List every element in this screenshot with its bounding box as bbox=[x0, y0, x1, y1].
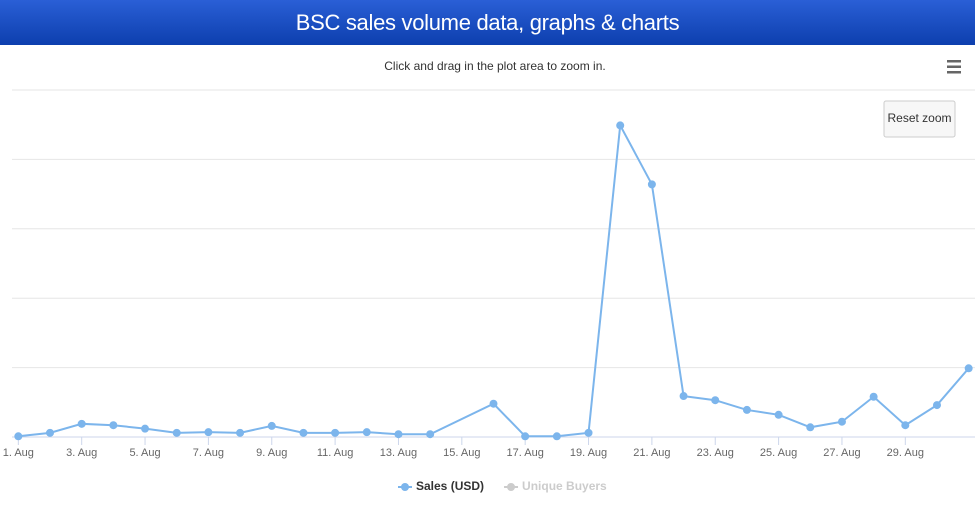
menu-bar bbox=[947, 60, 961, 63]
data-point bbox=[552, 432, 561, 441]
x-tick-label: 23. Aug bbox=[697, 447, 734, 459]
data-point bbox=[774, 410, 783, 419]
data-point bbox=[77, 419, 86, 428]
x-tick-label: 3. Aug bbox=[66, 447, 97, 459]
data-point bbox=[172, 428, 181, 437]
legend-symbol bbox=[507, 483, 516, 491]
legend-item[interactable]: Sales (USD) bbox=[398, 479, 484, 493]
data-point bbox=[394, 430, 403, 439]
data-point bbox=[901, 421, 910, 430]
x-tick-label: 15. Aug bbox=[443, 447, 480, 459]
data-point bbox=[679, 392, 688, 401]
data-point bbox=[837, 417, 846, 426]
data-point bbox=[204, 428, 213, 437]
data-point bbox=[742, 405, 751, 414]
x-tick-label: 5. Aug bbox=[129, 447, 160, 459]
data-point bbox=[932, 401, 941, 410]
x-tick-label: 19. Aug bbox=[570, 447, 607, 459]
data-point bbox=[489, 399, 498, 408]
x-tick-label: 9. Aug bbox=[256, 447, 287, 459]
x-tick-label: 21. Aug bbox=[633, 447, 670, 459]
x-tick-label: 17. Aug bbox=[507, 447, 544, 459]
data-point bbox=[236, 428, 245, 437]
data-point bbox=[521, 432, 530, 441]
x-tick-label: 11. Aug bbox=[317, 447, 354, 459]
data-point bbox=[647, 180, 656, 189]
data-point bbox=[584, 428, 593, 437]
menu-button[interactable] bbox=[947, 60, 961, 74]
series-line bbox=[18, 122, 970, 438]
menu-bar bbox=[947, 65, 961, 68]
data-point bbox=[267, 421, 276, 430]
page-title: BSC sales volume data, graphs & charts bbox=[0, 0, 975, 45]
data-point bbox=[426, 430, 435, 439]
x-tick-label: 7. Aug bbox=[193, 447, 224, 459]
data-point bbox=[362, 428, 371, 437]
x-tick-label: 1. Aug bbox=[3, 447, 34, 459]
x-tick-label: 29. Aug bbox=[887, 447, 924, 459]
data-point bbox=[141, 424, 150, 433]
button-box bbox=[883, 100, 956, 138]
data-point bbox=[331, 428, 340, 437]
x-tick-label: 13. Aug bbox=[380, 447, 417, 459]
data-point bbox=[964, 364, 973, 373]
menu-bar bbox=[947, 71, 961, 74]
legend-label: Sales (USD) bbox=[416, 479, 484, 493]
data-point bbox=[869, 392, 878, 401]
data-point bbox=[616, 121, 625, 130]
legend-label: Unique Buyers bbox=[522, 479, 607, 493]
legend-symbol bbox=[401, 483, 409, 491]
reset-zoom-button[interactable]: Reset zoom bbox=[883, 100, 956, 138]
chart-subtitle: Click and drag in the plot area to zoom … bbox=[384, 59, 605, 73]
data-point bbox=[14, 432, 23, 441]
data-point bbox=[46, 428, 55, 437]
button-label: Reset zoom bbox=[887, 111, 951, 125]
x-tick-label: 25. Aug bbox=[760, 447, 797, 459]
legend-item[interactable]: Unique Buyers bbox=[504, 479, 607, 493]
data-point bbox=[299, 428, 308, 437]
data-point bbox=[806, 423, 815, 432]
data-point bbox=[109, 421, 118, 430]
x-tick-label: 27. Aug bbox=[823, 447, 860, 459]
data-point bbox=[711, 396, 720, 405]
chart: Click and drag in the plot area to zoom … bbox=[3, 59, 975, 493]
